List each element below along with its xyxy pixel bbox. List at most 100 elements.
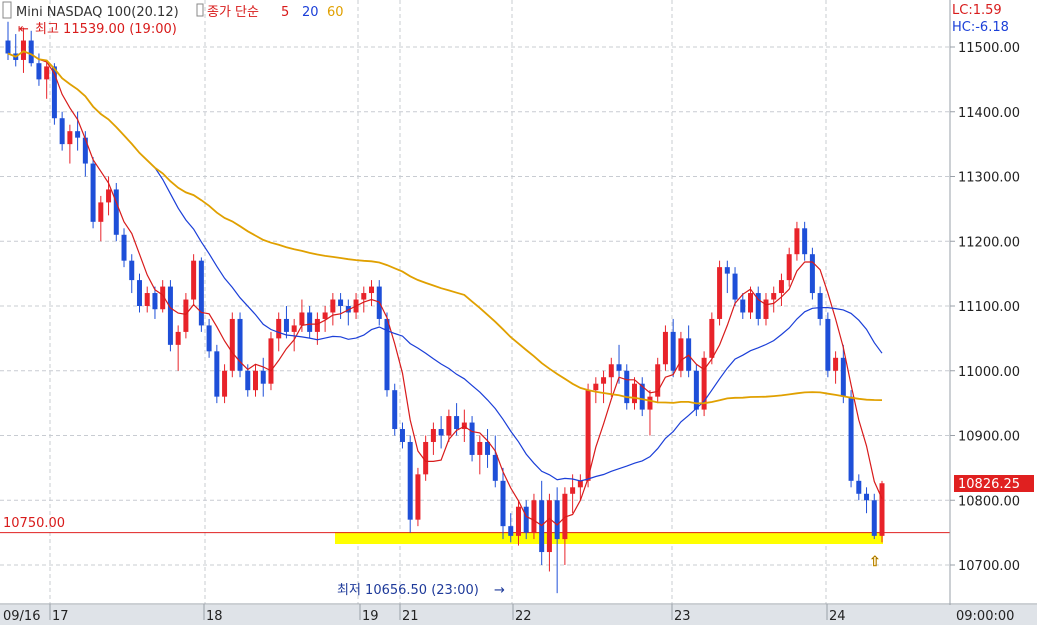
legend-ma-label: 종가 단순 (207, 5, 259, 20)
candle-body (307, 312, 313, 332)
candle-body (608, 364, 614, 378)
candle-body (624, 370, 630, 404)
candle-body (5, 40, 11, 54)
candle-body (848, 396, 854, 481)
candle-body (662, 331, 668, 365)
legend-ma-60: 60 (327, 5, 344, 20)
y-tick-label: 11200.00 (958, 235, 1020, 250)
candle-body (222, 370, 228, 397)
candle-body (144, 293, 150, 306)
candle-body (36, 63, 42, 80)
candle-body (647, 396, 653, 410)
candle-body (755, 293, 761, 319)
candle-body (260, 370, 266, 384)
candle-body (763, 299, 769, 319)
ma-60-line (7, 50, 883, 405)
candles (5, 21, 885, 594)
candle-body (840, 357, 846, 397)
legend-ma-toggle-icon[interactable] (196, 3, 204, 17)
candle-body (515, 506, 521, 536)
moving-average-lines (7, 50, 883, 527)
reference-line-label: 10750.00 (3, 516, 65, 531)
candle-body (508, 526, 514, 536)
candle-body (361, 293, 367, 300)
candle-body (121, 234, 127, 261)
candle-body (678, 338, 684, 371)
candle-body (871, 500, 877, 536)
candle-body (330, 299, 336, 313)
candle-body (570, 487, 576, 494)
candle-body (817, 293, 823, 319)
legend-toggle-icon[interactable] (2, 1, 12, 19)
candle-body (693, 370, 699, 410)
candle-body (214, 351, 220, 397)
high-arrow-icon: ⇤ (18, 22, 29, 37)
candle-body (299, 312, 305, 326)
x-tick-label: 21 (402, 609, 419, 624)
lc-readout: LC:1.59 (952, 3, 1002, 18)
legend-ma-20: 20 (302, 5, 319, 20)
candle-body (709, 318, 715, 358)
legend-instrument: Mini NASDAQ 100(20.12) (16, 5, 179, 20)
candle-body (593, 383, 599, 391)
candle-body (786, 254, 792, 281)
candle-body (384, 318, 390, 391)
candle-body (253, 370, 259, 391)
candle-body (794, 228, 800, 255)
candle-body (562, 493, 568, 540)
x-tick-label: 22 (515, 609, 532, 624)
candle-body (639, 383, 645, 410)
candle-body (454, 416, 460, 430)
y-tick-label: 11000.00 (958, 365, 1020, 380)
candle-body (369, 286, 375, 294)
candle-body (554, 500, 560, 540)
candle-body (338, 299, 344, 306)
candle-body (438, 429, 444, 436)
x-tick-label: 24 (829, 609, 846, 624)
hc-readout: HC:-6.18 (952, 20, 1009, 35)
grid-lines (0, 0, 950, 604)
candle-body (492, 454, 498, 481)
candle-body (864, 493, 870, 501)
candle-body (75, 131, 81, 138)
candle-body (430, 429, 436, 442)
candle-body (152, 293, 158, 310)
y-tick-label: 11400.00 (958, 106, 1020, 121)
candle-body (67, 131, 73, 145)
candle-body (229, 318, 235, 371)
candle-body (206, 325, 212, 352)
candle-body (160, 286, 166, 310)
y-tick-label: 10800.00 (958, 494, 1020, 509)
candle-body (778, 280, 784, 294)
candle-body (616, 364, 622, 371)
y-tick-label: 11300.00 (958, 171, 1020, 186)
candle-body (809, 254, 815, 294)
candle-body (183, 299, 189, 332)
up-arrow-marker-icon: ⇧ (869, 554, 881, 570)
candle-body (717, 267, 723, 319)
candle-body (283, 318, 289, 332)
candle-body (51, 66, 57, 119)
candle-body (655, 364, 661, 397)
candle-body (601, 377, 607, 384)
y-tick-label: 11100.00 (958, 300, 1020, 315)
candle-body (245, 370, 251, 391)
ma-5-line (7, 50, 883, 527)
support-highlight-band (335, 532, 883, 544)
current-price-tag (954, 475, 1034, 492)
candle-body (748, 293, 754, 313)
candle-body (407, 441, 413, 520)
candle-body (20, 40, 26, 60)
x-tick-label: 17 (52, 609, 69, 624)
y-tick-label: 11500.00 (958, 41, 1020, 56)
high-annotation: 최고 11539.00 (19:00) (35, 22, 177, 37)
y-tick-label: 10900.00 (958, 430, 1020, 445)
candle-body (469, 422, 475, 455)
x-axis-band (0, 605, 1037, 625)
candle-body (585, 390, 591, 481)
candle-body (322, 312, 328, 319)
candle-body (423, 441, 429, 475)
candle-body (129, 260, 135, 281)
